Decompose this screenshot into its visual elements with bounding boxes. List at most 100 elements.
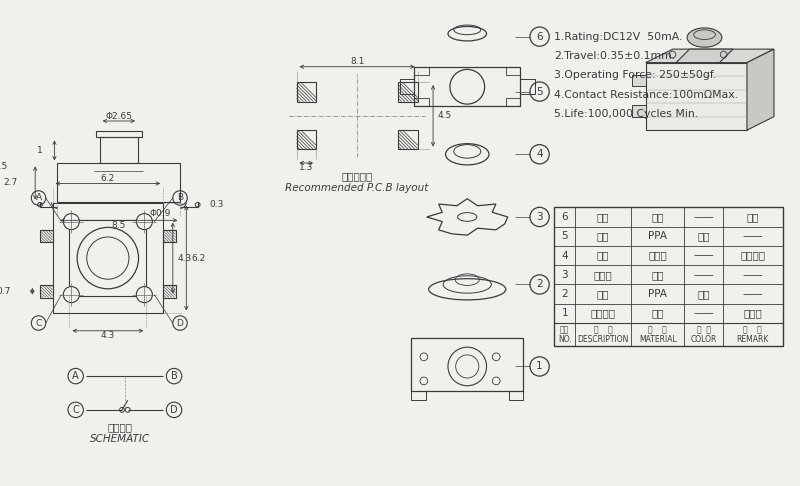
Text: 8.5: 8.5 — [112, 221, 126, 230]
Text: COLOR: COLOR — [690, 335, 717, 344]
Text: Recommended P.C.B layout: Recommended P.C.B layout — [286, 183, 429, 193]
Bar — [40, 285, 53, 297]
Text: 2: 2 — [536, 279, 543, 290]
Circle shape — [63, 287, 79, 303]
Bar — [96, 131, 142, 138]
Bar — [40, 230, 53, 242]
Bar — [400, 79, 414, 94]
Text: 印刺线路板: 印刺线路板 — [342, 172, 373, 181]
Circle shape — [448, 347, 486, 386]
Bar — [70, 220, 146, 296]
Text: D: D — [177, 318, 183, 328]
Text: 5.Life:100,000 Cycles Min.: 5.Life:100,000 Cycles Min. — [554, 109, 698, 119]
Bar — [58, 163, 180, 203]
Text: 备    注: 备 注 — [743, 326, 762, 334]
Text: 4: 4 — [562, 251, 568, 260]
Bar — [646, 63, 747, 130]
Bar — [53, 203, 163, 313]
Text: 材料进口: 材料进口 — [740, 251, 766, 260]
Circle shape — [63, 213, 79, 229]
Text: 5: 5 — [536, 87, 543, 97]
Text: 5: 5 — [562, 231, 568, 241]
Text: ——: —— — [693, 212, 714, 222]
Text: 名    称: 名 称 — [594, 326, 613, 334]
Bar — [506, 68, 520, 75]
Text: 拉伸盖板: 拉伸盖板 — [590, 309, 616, 318]
Bar — [554, 208, 782, 346]
Bar — [398, 82, 418, 102]
Text: 1.Rating:DC12V  50mA.: 1.Rating:DC12V 50mA. — [554, 32, 682, 42]
Text: NO.: NO. — [558, 335, 571, 344]
Text: 镀银锡: 镀银锡 — [743, 309, 762, 318]
Text: 不锈锤: 不锈锤 — [648, 251, 667, 260]
Text: 2: 2 — [562, 289, 568, 299]
Text: 0.7: 0.7 — [0, 287, 11, 296]
Bar — [414, 68, 520, 106]
Text: C: C — [72, 405, 79, 415]
Text: 0.3: 0.3 — [210, 200, 224, 209]
Circle shape — [136, 287, 152, 303]
Text: PPA: PPA — [648, 231, 667, 241]
Bar — [163, 230, 176, 242]
Text: Φ0.9: Φ0.9 — [149, 209, 170, 218]
Text: 黑色: 黑色 — [698, 231, 710, 241]
Text: 硅胶: 硅胶 — [651, 270, 664, 280]
Bar — [297, 130, 316, 150]
Text: 6: 6 — [562, 212, 568, 222]
Text: 1: 1 — [562, 309, 568, 318]
Text: 4.5: 4.5 — [438, 111, 452, 121]
Text: ——: —— — [693, 309, 714, 318]
Text: D: D — [170, 405, 178, 415]
Circle shape — [136, 213, 152, 229]
Polygon shape — [747, 49, 774, 130]
Text: 电路简图: 电路简图 — [107, 422, 133, 432]
Text: 4.5: 4.5 — [0, 162, 8, 171]
Text: PPA: PPA — [648, 289, 667, 299]
Text: ——: —— — [693, 251, 714, 260]
Polygon shape — [632, 75, 646, 87]
Text: 2.Travel:0.35±0.1mm.: 2.Travel:0.35±0.1mm. — [554, 51, 675, 61]
Text: 嵌件: 嵌件 — [597, 212, 610, 222]
Text: 帽头: 帽头 — [597, 289, 610, 299]
Text: ——: —— — [742, 270, 763, 280]
Text: Φ2.65: Φ2.65 — [106, 112, 132, 121]
Text: 防水层: 防水层 — [594, 270, 613, 280]
Text: MATERIAL: MATERIAL — [639, 335, 677, 344]
Text: 序号: 序号 — [560, 326, 570, 334]
Text: 8.1: 8.1 — [350, 57, 364, 67]
Text: 材    料: 材 料 — [648, 326, 667, 334]
Text: SCHEMATIC: SCHEMATIC — [90, 434, 150, 444]
Bar — [414, 68, 429, 75]
Text: 蓝色: 蓝色 — [698, 289, 710, 299]
Text: DESCRIPTION: DESCRIPTION — [578, 335, 629, 344]
Text: 6.2: 6.2 — [191, 254, 206, 262]
Text: 3: 3 — [536, 212, 543, 222]
Text: 4: 4 — [536, 149, 543, 159]
Text: A: A — [35, 193, 42, 203]
Text: 3.Operating Force: 250±50gf.: 3.Operating Force: 250±50gf. — [554, 70, 717, 80]
Text: ——: —— — [742, 231, 763, 241]
Text: 4.3: 4.3 — [101, 331, 115, 340]
Bar — [506, 98, 520, 106]
Bar — [163, 285, 176, 297]
Bar — [411, 337, 523, 391]
Bar — [297, 82, 316, 102]
Text: 1: 1 — [37, 146, 43, 155]
Polygon shape — [646, 49, 774, 63]
Text: 颜  色: 颜 色 — [697, 326, 710, 334]
Text: 1.3: 1.3 — [299, 163, 314, 172]
Text: 2.7: 2.7 — [3, 178, 18, 188]
Text: B: B — [170, 371, 178, 381]
Bar — [509, 391, 523, 400]
Text: 4.3: 4.3 — [178, 254, 192, 262]
Text: A: A — [72, 371, 79, 381]
Text: C: C — [35, 318, 42, 328]
Text: 基座: 基座 — [597, 231, 610, 241]
Text: 黄铜: 黄铜 — [651, 212, 664, 222]
Text: 3: 3 — [562, 270, 568, 280]
Bar — [411, 391, 426, 400]
Text: REMARK: REMARK — [737, 335, 769, 344]
Bar — [100, 138, 138, 163]
Text: 6.2: 6.2 — [101, 174, 115, 183]
Bar — [398, 130, 418, 150]
